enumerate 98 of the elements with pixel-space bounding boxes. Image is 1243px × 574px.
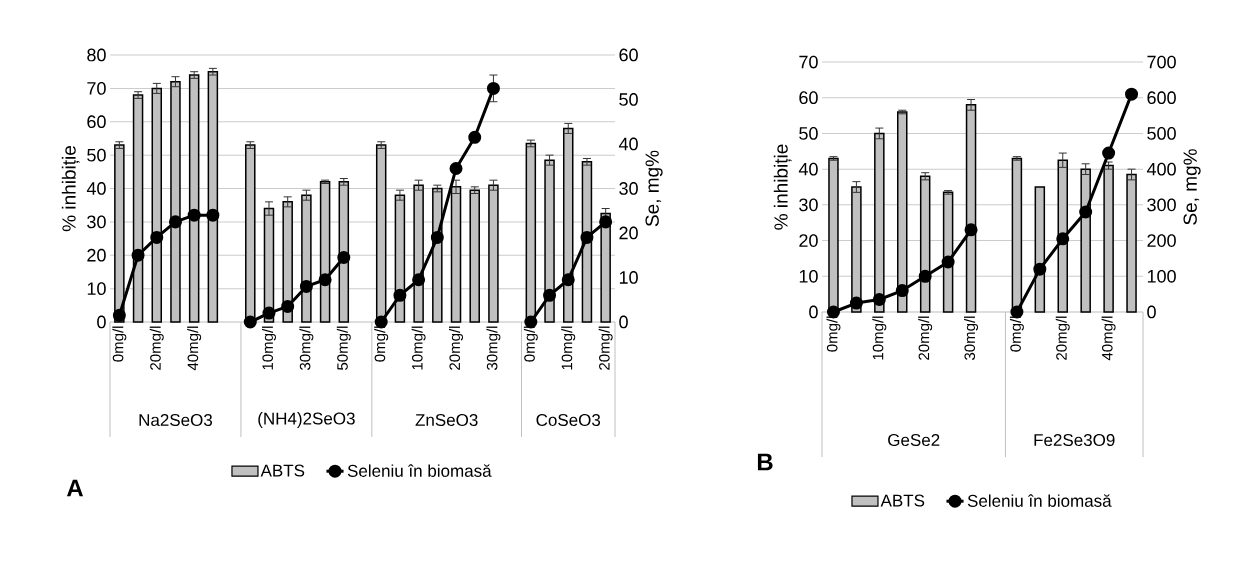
text: CoSeO3 xyxy=(536,413,601,427)
x-tick-label: 10mg/l xyxy=(261,326,276,370)
y2-tick-label: 50 xyxy=(619,93,638,106)
point xyxy=(964,223,978,237)
y-tick-label: 30 xyxy=(799,198,818,212)
y2-tick-label: 100 xyxy=(1147,269,1176,283)
y2-tick-label: 10 xyxy=(619,271,638,284)
point xyxy=(543,288,557,302)
y2-tick-label: 200 xyxy=(1147,234,1176,247)
x-tick-label: 0mg/l xyxy=(523,326,538,362)
point xyxy=(412,273,426,287)
point xyxy=(1079,205,1093,219)
y-axis-title: % inhibiție xyxy=(773,144,792,230)
y-tick-label: 10 xyxy=(799,269,818,283)
point xyxy=(150,230,164,244)
x-tick-label: 20mg/l xyxy=(1055,316,1070,360)
point xyxy=(849,296,863,310)
y2-tick-label: 40 xyxy=(618,137,638,151)
y-tick-label: 80 xyxy=(87,48,106,62)
x-tick-label: 10mg/l xyxy=(411,326,426,370)
y-tick-label: 70 xyxy=(87,82,106,95)
point xyxy=(895,284,909,298)
point xyxy=(168,215,182,229)
text: Fe2Se3O9 xyxy=(1034,433,1115,447)
point xyxy=(112,308,126,322)
x-tick-label: 10mg/l xyxy=(561,326,576,370)
point xyxy=(393,288,407,302)
point xyxy=(206,208,220,222)
point xyxy=(1125,87,1139,101)
point xyxy=(872,293,886,306)
x-tick-label: 20mg/l xyxy=(449,326,463,370)
y-axis-title: % inhibiție xyxy=(61,146,80,232)
x-tick-label: 40mg/l xyxy=(187,326,202,371)
y-tick-label: 20 xyxy=(799,234,818,247)
x-tick-label: 0mg/l xyxy=(112,326,127,362)
x-tick-label: 50mg/l xyxy=(336,326,351,370)
y2-tick-label: 600 xyxy=(1147,91,1176,105)
y-tick-label: 0 xyxy=(97,315,106,329)
y-tick-label: 20 xyxy=(87,248,106,262)
x-tick-label: 20mg/l xyxy=(918,316,933,360)
point xyxy=(262,306,276,320)
x-tick-label: 30mg/l xyxy=(299,326,314,370)
y-tick-label: 60 xyxy=(87,115,106,129)
point xyxy=(243,315,257,329)
y-tick-label: 40 xyxy=(798,162,818,176)
x-tick-label: 0mg/l xyxy=(1009,316,1024,352)
point xyxy=(1056,232,1070,246)
x-tick-label: 40mg/l xyxy=(1101,316,1116,361)
text: (NH4)2SeO3 xyxy=(258,412,355,428)
y2-tick-label: 30 xyxy=(619,182,638,195)
point xyxy=(430,230,444,244)
point xyxy=(561,273,575,287)
point xyxy=(486,81,500,95)
x-tick-label: 10mg/l xyxy=(872,316,887,360)
text: A xyxy=(66,479,84,497)
x-tick-label: 20mg/l xyxy=(149,326,164,370)
point xyxy=(1102,146,1116,160)
x-tick-label: 30mg/l xyxy=(486,326,501,370)
point xyxy=(449,161,463,175)
y-tick-label: 50 xyxy=(799,127,818,140)
legend-label: Seleniu în biomasă xyxy=(967,494,1112,507)
legend-label: Seleniu în biomasă xyxy=(347,464,492,477)
x-tick-label: 30mg/l xyxy=(964,316,979,360)
x-tick-label: 0mg/l xyxy=(374,326,389,362)
y-tick-label: 40 xyxy=(86,182,106,195)
y2-axis-title: Se, mg% xyxy=(645,150,663,227)
y2-tick-label: 0 xyxy=(1147,305,1156,319)
point xyxy=(187,208,201,222)
legend-label: ABTS xyxy=(260,464,305,477)
y2-tick-label: 60 xyxy=(619,48,638,62)
point xyxy=(468,130,482,144)
x-tick-label: 0mg/l xyxy=(826,316,841,352)
y-tick-label: 70 xyxy=(799,55,818,69)
y2-tick-label: 700 xyxy=(1147,55,1176,69)
text: GeSe2 xyxy=(888,433,940,447)
y2-axis-title: Se, mg% xyxy=(1183,149,1201,225)
x-tick-label: 20mg/l xyxy=(598,326,613,370)
point xyxy=(337,250,351,264)
point xyxy=(941,255,955,269)
text: Na2SeO3 xyxy=(139,413,213,427)
point xyxy=(918,269,932,283)
y-tick-label: 30 xyxy=(87,215,106,229)
point xyxy=(1033,262,1047,276)
text: ZnSeO3 xyxy=(415,413,478,427)
y2-tick-label: 500 xyxy=(1147,127,1176,140)
point xyxy=(318,273,332,287)
point xyxy=(131,248,145,262)
y2-tick-label: 0 xyxy=(619,315,628,329)
y2-tick-label: 400 xyxy=(1146,162,1176,176)
y-tick-label: 10 xyxy=(87,282,106,295)
y-tick-label: 60 xyxy=(799,91,818,105)
y-tick-label: 50 xyxy=(87,148,106,162)
point xyxy=(580,230,594,244)
y2-tick-label: 300 xyxy=(1147,198,1176,212)
legend-label: ABTS xyxy=(880,494,925,507)
text: B xyxy=(757,453,773,471)
y2-tick-label: 20 xyxy=(619,226,638,240)
y-tick-label: 0 xyxy=(809,305,818,319)
